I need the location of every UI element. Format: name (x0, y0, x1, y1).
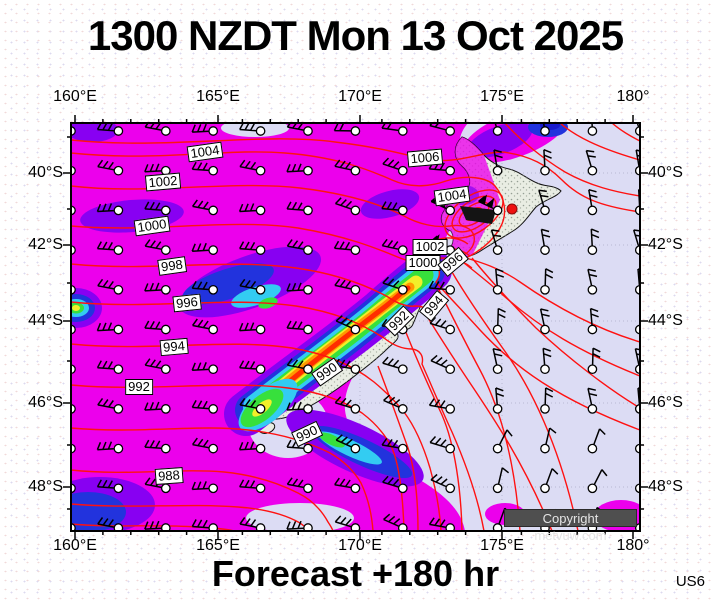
lat-label-right: 48°S (648, 478, 683, 495)
isobar-label: 1000 (405, 255, 441, 271)
lon-label-bottom: 160°E (53, 537, 97, 554)
isobar-label: 988 (154, 467, 184, 485)
lat-label-left: 46°S (28, 394, 63, 411)
isobar-label: 994 (159, 337, 189, 357)
valid-time-title: 1300 NZDT Mon 13 Oct 2025 (87, 12, 624, 59)
isobar-label: 1002 (144, 172, 182, 192)
lon-label-bottom: 170°E (338, 537, 382, 554)
axis-ticks (63, 115, 648, 539)
map-border (70, 122, 641, 532)
low-center-barb-cluster (460, 206, 496, 224)
copyright-badge: Copyright metvuw.com (504, 509, 637, 543)
lat-label-left: 40°S (28, 164, 63, 181)
isobar-label: 992 (125, 379, 153, 395)
lat-label-right: 40°S (648, 164, 683, 181)
lat-label-right: 46°S (648, 394, 683, 411)
lon-label-bottom: 175°E (480, 537, 524, 554)
lon-label-top: 170°E (338, 88, 382, 105)
lat-label-right: 42°S (648, 236, 683, 253)
lat-label-right: 44°S (648, 312, 683, 329)
lat-label-left: 48°S (28, 478, 63, 495)
forecast-hour-label: Forecast +180 hr (211, 553, 500, 594)
lon-label-top: 160°E (53, 88, 97, 105)
lat-label-left: 44°S (28, 312, 63, 329)
lon-label-bottom: 180° (616, 537, 650, 554)
lon-label-bottom: 165°E (196, 537, 240, 554)
lon-label-top: 180° (616, 88, 650, 105)
lon-label-top: 165°E (196, 88, 240, 105)
isobar-label: 1002 (412, 239, 448, 255)
chart-code: US6 (675, 573, 705, 590)
lat-label-left: 42°S (28, 236, 63, 253)
isobar-label: 1006 (406, 148, 444, 168)
isobar-label: 996 (172, 293, 202, 313)
lon-label-top: 175°E (480, 88, 524, 105)
station-marker-dot (506, 203, 518, 215)
